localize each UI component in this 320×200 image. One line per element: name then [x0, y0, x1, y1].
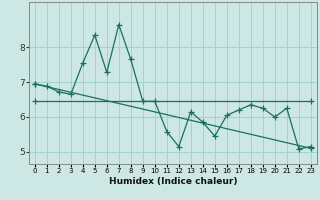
X-axis label: Humidex (Indice chaleur): Humidex (Indice chaleur) — [108, 177, 237, 186]
